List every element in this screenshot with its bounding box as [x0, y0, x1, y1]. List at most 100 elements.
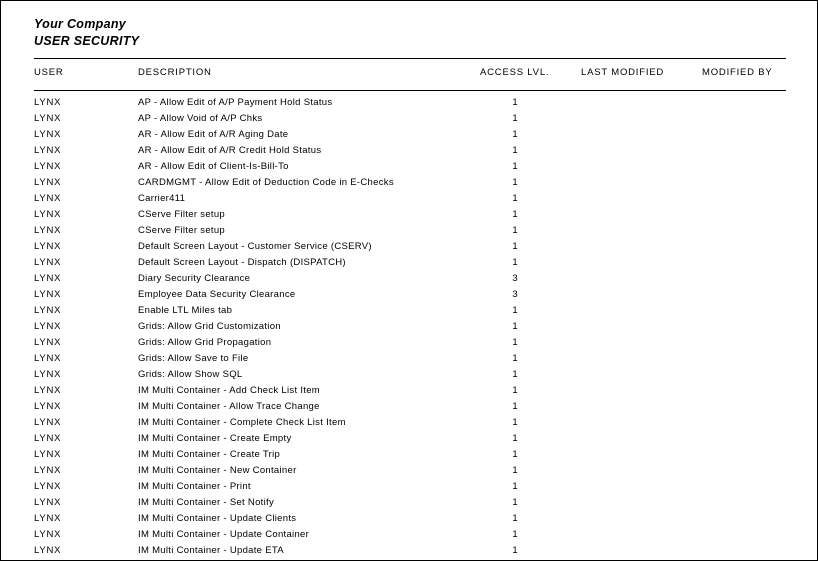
user-cell: LYNX — [34, 145, 62, 156]
access-level-cell: 1 — [512, 113, 518, 124]
access-level-cell: 1 — [512, 449, 518, 460]
header-bottom-rule — [34, 90, 786, 91]
access-level-cell: 3 — [512, 273, 518, 284]
access-level-cell: 1 — [512, 145, 518, 156]
user-cell: LYNX — [34, 353, 62, 364]
access-level-cell: 1 — [512, 481, 518, 492]
description-cell: CServe Filter setup — [138, 209, 226, 220]
access-level-cell: 1 — [512, 225, 518, 236]
table-row: LYNX Grids: Allow Grid Customization 1 — [1, 321, 817, 337]
access-level-cell: 1 — [512, 433, 518, 444]
user-cell: LYNX — [34, 433, 62, 444]
description-cell: AR - Allow Edit of A/R Credit Hold Statu… — [138, 145, 322, 156]
table-row: LYNX IM Multi Container - Create Trip 1 — [1, 449, 817, 465]
table-row: LYNX Default Screen Layout - Dispatch (DI… — [1, 257, 817, 273]
description-cell: Grids: Allow Grid Propagation — [138, 337, 272, 348]
table-row: LYNX IM Multi Container - Allow Trace Cha… — [1, 401, 817, 417]
user-cell: LYNX — [34, 465, 62, 476]
user-cell: LYNX — [34, 193, 62, 204]
description-cell: Enable LTL Miles tab — [138, 305, 233, 316]
description-cell: CARDMGMT - Allow Edit of Deduction Code … — [138, 177, 394, 188]
description-cell: AP - Allow Edit of A/P Payment Hold Stat… — [138, 97, 333, 108]
report-title: USER SECURITY — [34, 34, 140, 48]
table-row: LYNX IM Multi Container - Update ETA 1 — [1, 545, 817, 560]
description-cell: IM Multi Container - Complete Check List… — [138, 417, 346, 428]
table-row: LYNX IM Multi Container - Set Notify 1 — [1, 497, 817, 513]
table-row: LYNX IM Multi Container - New Container 1 — [1, 465, 817, 481]
access-level-cell: 1 — [512, 529, 518, 540]
table-row: LYNX Grids: Allow Grid Propagation 1 — [1, 337, 817, 353]
description-cell: Grids: Allow Save to File — [138, 353, 249, 364]
user-cell: LYNX — [34, 513, 62, 524]
user-cell: LYNX — [34, 113, 62, 124]
user-cell: LYNX — [34, 161, 62, 172]
table-row: LYNX IM Multi Container - Update Containe… — [1, 529, 817, 545]
description-cell: Employee Data Security Clearance — [138, 289, 296, 300]
user-cell: LYNX — [34, 305, 62, 316]
access-level-cell: 3 — [512, 289, 518, 300]
description-cell: IM Multi Container - Set Notify — [138, 497, 275, 508]
access-level-cell: 1 — [512, 97, 518, 108]
table-row: LYNX Default Screen Layout - Customer Ser… — [1, 241, 817, 257]
table-row: LYNX IM Multi Container - Create Empty 1 — [1, 433, 817, 449]
table-row: LYNX AP - Allow Edit of A/P Payment Hold … — [1, 97, 817, 113]
access-level-cell: 1 — [512, 369, 518, 380]
user-cell: LYNX — [34, 529, 62, 540]
access-level-cell: 1 — [512, 161, 518, 172]
user-cell: LYNX — [34, 257, 62, 268]
table-row: LYNX IM Multi Container - Complete Check … — [1, 417, 817, 433]
column-header-last-modified: LAST MODIFIED — [581, 67, 665, 78]
access-level-cell: 1 — [512, 513, 518, 524]
description-cell: Grids: Allow Show SQL — [138, 369, 243, 380]
description-cell: IM Multi Container - Add Check List Item — [138, 385, 321, 396]
column-header-access-level: ACCESS LVL. — [480, 67, 550, 78]
table-row: LYNX IM Multi Container - Update Clients 1 — [1, 513, 817, 529]
user-cell: LYNX — [34, 97, 62, 108]
access-level-cell: 1 — [512, 385, 518, 396]
description-cell: Carrier411 — [138, 193, 186, 204]
access-level-cell: 1 — [512, 417, 518, 428]
access-level-cell: 1 — [512, 177, 518, 188]
description-cell: AR - Allow Edit of A/R Aging Date — [138, 129, 289, 140]
table-row: LYNX Enable LTL Miles tab 1 — [1, 305, 817, 321]
column-header-modified-by: MODIFIED BY — [702, 67, 773, 78]
table-row: LYNX IM Multi Container - Add Check List … — [1, 385, 817, 401]
description-cell: IM Multi Container - Create Empty — [138, 433, 292, 444]
user-cell: LYNX — [34, 289, 62, 300]
user-cell: LYNX — [34, 337, 62, 348]
table-row: LYNX CARDMGMT - Allow Edit of Deduction C… — [1, 177, 817, 193]
column-header-user: USER — [34, 67, 64, 78]
description-cell: IM Multi Container - Update Container — [138, 529, 310, 540]
access-level-cell: 1 — [512, 337, 518, 348]
access-level-cell: 1 — [512, 209, 518, 220]
access-level-cell: 1 — [512, 129, 518, 140]
access-level-cell: 1 — [512, 497, 518, 508]
description-cell: Default Screen Layout - Dispatch (DISPAT… — [138, 257, 346, 268]
access-level-cell: 1 — [512, 545, 518, 556]
company-name: Your Company — [34, 17, 127, 31]
table-row: LYNX Grids: Allow Show SQL 1 — [1, 369, 817, 385]
access-level-cell: 1 — [512, 353, 518, 364]
access-level-cell: 1 — [512, 241, 518, 252]
user-cell: LYNX — [34, 401, 62, 412]
table-row: LYNX CServe Filter setup 1 — [1, 225, 817, 241]
user-cell: LYNX — [34, 545, 62, 556]
description-cell: Diary Security Clearance — [138, 273, 251, 284]
user-cell: LYNX — [34, 209, 62, 220]
table-row: LYNX AR - Allow Edit of A/R Credit Hold S… — [1, 145, 817, 161]
table-row: LYNX AP - Allow Void of A/P Chks 1 — [1, 113, 817, 129]
description-cell: IM Multi Container - Update ETA — [138, 545, 284, 556]
user-cell: LYNX — [34, 369, 62, 380]
table-row: LYNX AR - Allow Edit of Client-Is-Bill-To… — [1, 161, 817, 177]
description-cell: Default Screen Layout - Customer Service… — [138, 241, 372, 252]
description-cell: IM Multi Container - Update Clients — [138, 513, 297, 524]
description-cell: IM Multi Container - Allow Trace Change — [138, 401, 320, 412]
access-level-cell: 1 — [512, 257, 518, 268]
user-cell: LYNX — [34, 177, 62, 188]
user-cell: LYNX — [34, 417, 62, 428]
description-cell: IM Multi Container - New Container — [138, 465, 297, 476]
user-cell: LYNX — [34, 449, 62, 460]
table-row: LYNX CServe Filter setup 1 — [1, 209, 817, 225]
user-cell: LYNX — [34, 273, 62, 284]
